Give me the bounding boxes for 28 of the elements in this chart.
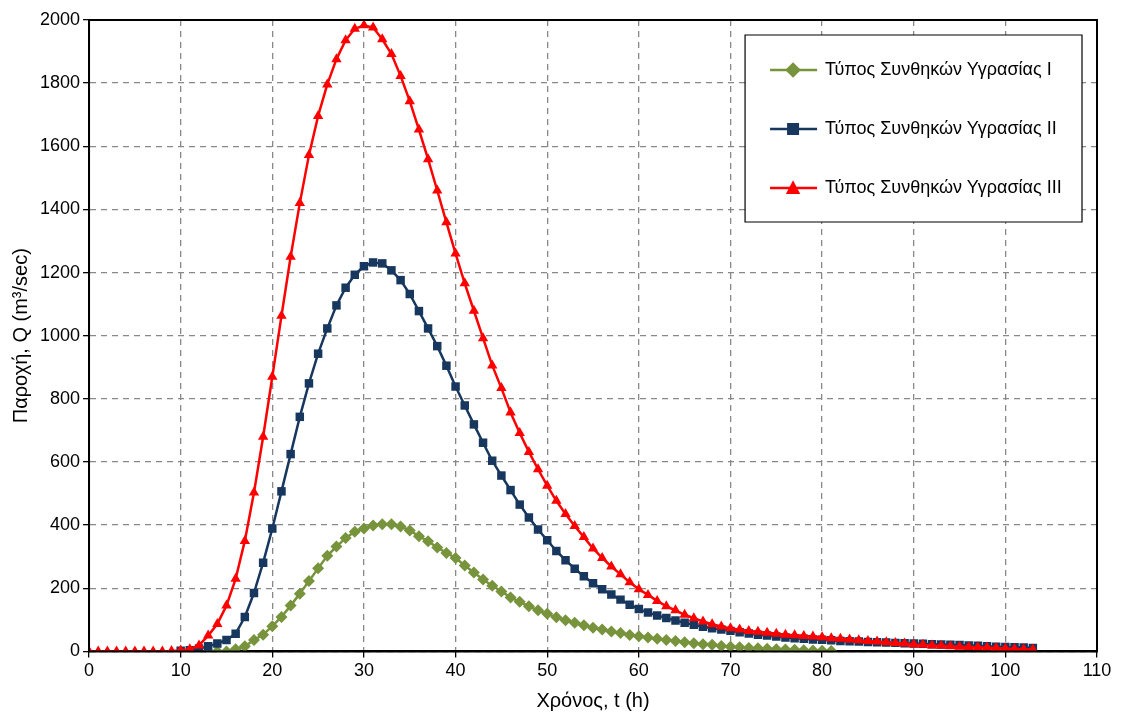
x-tick-label: 70 <box>720 660 741 681</box>
y-tick-label: 1000 <box>40 324 81 345</box>
x-tick-label: 30 <box>353 660 374 681</box>
y-tick-label: 1800 <box>40 72 81 93</box>
y-tick-label: 0 <box>70 640 81 661</box>
x-tick-label: 50 <box>537 660 558 681</box>
x-tick-label: 20 <box>262 660 283 681</box>
legend-label: Τύπος Συνθηκών Υγρασίας ΙΙΙ <box>825 176 1062 197</box>
x-tick-label: 40 <box>445 660 466 681</box>
x-tick-label: 10 <box>170 660 191 681</box>
legend-label: Τύπος Συνθηκών Υγρασίας ΙΙ <box>825 117 1057 138</box>
legend-label: Τύπος Συνθηκών Υγρασίας Ι <box>825 58 1052 79</box>
x-tick-label: 0 <box>84 660 95 681</box>
x-tick-label: 90 <box>903 660 924 681</box>
y-tick-label: 1600 <box>40 135 81 156</box>
x-tick-label: 80 <box>812 660 833 681</box>
y-tick-label: 1400 <box>40 198 81 219</box>
y-tick-label: 800 <box>50 387 81 408</box>
x-tick-label: 60 <box>628 660 649 681</box>
x-axis-title: Χρόνος, t (h) <box>536 688 650 711</box>
x-tick-label: 110 <box>1082 660 1112 681</box>
y-tick-label: 600 <box>50 450 81 471</box>
y-tick-label: 400 <box>50 514 81 535</box>
y-tick-label: 2000 <box>40 8 81 29</box>
y-tick-label: 1200 <box>40 261 81 282</box>
y-axis-title: Παροχή, Q (m³/sec) <box>8 248 31 424</box>
x-tick-label: 100 <box>990 660 1021 681</box>
y-tick-label: 200 <box>50 577 81 598</box>
